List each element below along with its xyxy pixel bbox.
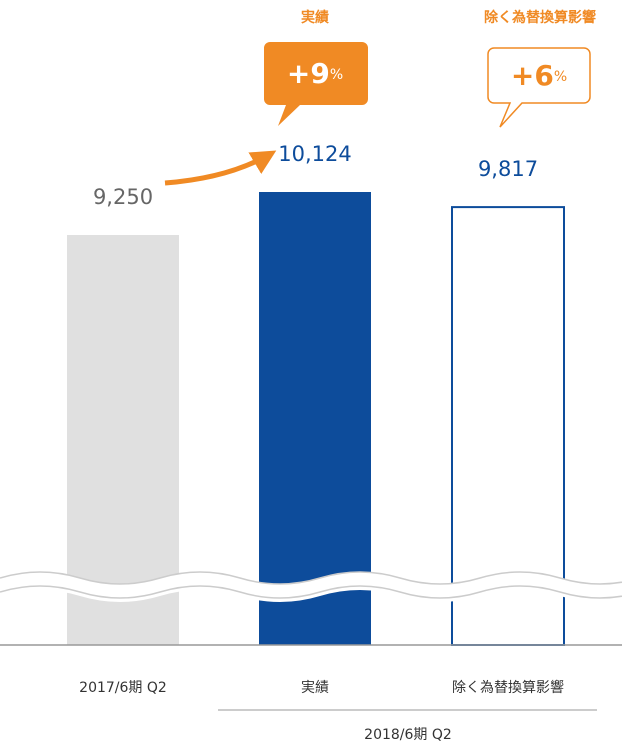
break-line xyxy=(0,585,622,599)
value-label: 10,124 xyxy=(278,142,351,166)
callout-box xyxy=(487,47,591,128)
value-label: 9,250 xyxy=(93,185,153,209)
callout-value: +6 xyxy=(511,59,554,92)
callout-unit: % xyxy=(554,69,567,85)
x-tick-label: 実績 xyxy=(301,680,329,696)
callout-box xyxy=(264,42,368,126)
callout-text: +9% xyxy=(287,57,343,90)
callout-value: +9 xyxy=(287,57,330,90)
bar xyxy=(67,235,179,645)
x-tick-label: 除く為替換算影響 xyxy=(452,679,564,696)
value-label: 9,817 xyxy=(478,157,538,181)
break-line xyxy=(0,571,622,585)
group-label: 2018/6期 Q2 xyxy=(364,727,452,743)
callout-unit: % xyxy=(330,67,343,83)
bar xyxy=(259,192,371,645)
callout-title: 実績 xyxy=(301,9,329,26)
callout-title: 除く為替換算影響 xyxy=(484,9,596,26)
x-tick-label: 2017/6期 Q2 xyxy=(79,680,167,696)
growth-arrow xyxy=(164,150,277,186)
callout-text: +6% xyxy=(511,59,567,92)
